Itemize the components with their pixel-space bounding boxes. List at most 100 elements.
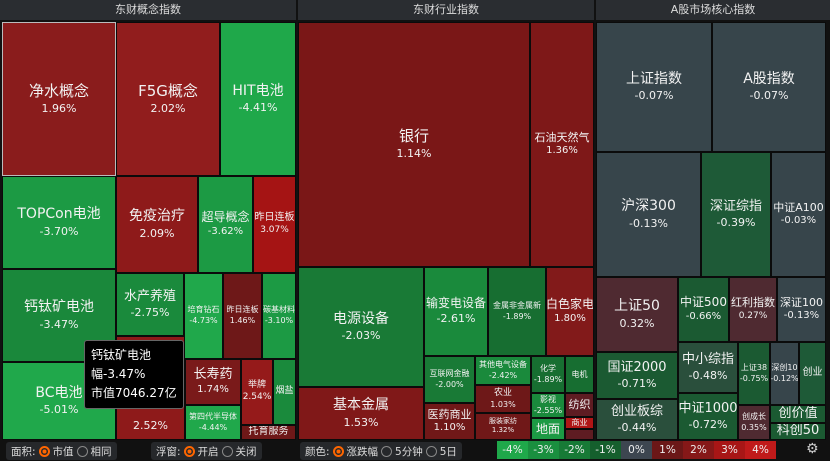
tile[interactable]: 中小综指 -0.48% bbox=[678, 342, 738, 393]
tile-change: -0.72% bbox=[688, 417, 728, 431]
tile-change: 1.10% bbox=[433, 422, 466, 434]
radio-color-5min[interactable] bbox=[381, 445, 393, 457]
tile[interactable]: 培育钻石 -4.73% bbox=[184, 273, 223, 359]
tile-change: 1.32% bbox=[491, 425, 515, 434]
tile[interactable]: 电机 bbox=[565, 356, 594, 393]
tile-name: 深创10 bbox=[771, 362, 798, 372]
tile-name: 创成长 bbox=[742, 411, 766, 421]
legend-swatch: -2% bbox=[559, 441, 590, 459]
tile[interactable]: 红利指数 0.27% bbox=[729, 277, 777, 342]
tile-name: 昨日连板 bbox=[254, 211, 295, 223]
tile[interactable]: 中证500 -0.66% bbox=[678, 277, 729, 342]
tile[interactable]: 基本金属 1.53% bbox=[298, 387, 424, 440]
tile[interactable]: 影视 -2.55% bbox=[531, 393, 565, 418]
tile[interactable]: 碳基材料 -3.10% bbox=[262, 273, 296, 359]
tile[interactable]: 医药商业 1.10% bbox=[424, 403, 475, 440]
tile[interactable]: 石油天然气 1.36% bbox=[530, 22, 594, 267]
tile-name: 商业 bbox=[571, 418, 588, 427]
color-5day-label[interactable]: 5日 bbox=[439, 445, 457, 458]
float-on-label[interactable]: 开启 bbox=[197, 445, 219, 458]
tile[interactable]: 中证1000 -0.72% bbox=[678, 393, 738, 440]
radio-float-on[interactable] bbox=[183, 445, 195, 457]
legend-swatch: 3% bbox=[714, 441, 745, 459]
tile[interactable]: 上证指数 -0.07% bbox=[596, 22, 712, 152]
tile[interactable]: 免疫治疗 2.09% bbox=[116, 176, 198, 273]
tile[interactable]: 超导概念 -3.62% bbox=[198, 176, 253, 273]
tile[interactable]: 化学 -1.89% bbox=[531, 356, 565, 393]
legend-swatch: 4% bbox=[745, 441, 776, 459]
tile[interactable]: 服装家纺 1.32% bbox=[475, 413, 531, 440]
tile[interactable]: 沪深300 -0.13% bbox=[596, 152, 701, 277]
tile[interactable]: 长寿药 1.74% bbox=[185, 359, 241, 405]
tile[interactable]: 国证2000 -0.71% bbox=[596, 352, 678, 399]
tile-change: -1.89% bbox=[502, 311, 532, 321]
tile[interactable]: A股指数 -0.07% bbox=[712, 22, 826, 152]
tile[interactable]: 科创50 bbox=[770, 423, 826, 440]
area-marketcap-label[interactable]: 市值 bbox=[52, 445, 74, 458]
tile-change: 0.32% bbox=[619, 316, 655, 330]
tile[interactable]: 上证38 -0.75% bbox=[738, 342, 770, 405]
tile-change: -2.75% bbox=[130, 305, 170, 319]
tile[interactable]: 创业 bbox=[799, 342, 826, 405]
tile[interactable]: 净水概念 1.96% bbox=[2, 22, 116, 176]
radio-color-5day[interactable] bbox=[425, 445, 437, 457]
radio-float-off[interactable] bbox=[221, 445, 233, 457]
tile[interactable]: 深证100 -0.13% bbox=[777, 277, 826, 342]
tile-change: -2.61% bbox=[436, 312, 476, 326]
tile[interactable]: 烟盐 bbox=[273, 359, 296, 425]
tile[interactable]: 中证A100 -0.03% bbox=[771, 152, 826, 277]
tile[interactable]: 创业板综 -0.44% bbox=[596, 399, 678, 440]
color-change-label[interactable]: 涨跌幅 bbox=[346, 445, 379, 458]
tile[interactable]: 昨日连板 1.46% bbox=[223, 273, 262, 359]
tile-name: 农业 bbox=[493, 387, 512, 398]
color-option-group: 颜色: 涨跌幅 5分钟 5日 bbox=[300, 442, 462, 460]
radio-area-marketcap[interactable] bbox=[38, 445, 50, 457]
float-off-label[interactable]: 关闭 bbox=[235, 445, 257, 458]
color-5min-label[interactable]: 5分钟 bbox=[395, 445, 423, 458]
tile[interactable]: 上证50 0.32% bbox=[596, 277, 678, 352]
tile-name: 纺织 bbox=[568, 398, 591, 412]
tile[interactable]: TOPCon电池 -3.70% bbox=[2, 176, 116, 269]
radio-area-equal[interactable] bbox=[76, 445, 88, 457]
tile-change: 0.27% bbox=[738, 311, 768, 322]
tile[interactable]: F5G概念 2.02% bbox=[116, 22, 220, 176]
tile[interactable]: 电源设备 -2.03% bbox=[298, 267, 424, 387]
tile-name: 烟盐 bbox=[275, 386, 294, 397]
radio-color-change[interactable] bbox=[332, 445, 344, 457]
tile-change: 1.80% bbox=[554, 313, 586, 324]
tile[interactable]: 其他电气设备 -2.42% bbox=[475, 356, 531, 385]
tile[interactable]: 创成长 0.35% bbox=[738, 405, 770, 440]
legend-swatch: 1% bbox=[652, 441, 683, 459]
tile[interactable]: 地面 bbox=[531, 418, 565, 440]
tile[interactable]: 商业 bbox=[565, 417, 594, 429]
color-legend: -4% -3% -2% -1% 0% 1% 2% 3% 4% bbox=[497, 441, 776, 459]
tile[interactable]: 创价值 bbox=[770, 405, 826, 423]
tile-change: -3.70% bbox=[39, 224, 79, 238]
tile-name: 银行 bbox=[398, 127, 429, 146]
tile-name: 基本金属 bbox=[333, 397, 389, 414]
tile[interactable]: 金属非金属新 -1.89% bbox=[488, 267, 546, 356]
tile[interactable]: 深创10 -0.12% bbox=[770, 342, 799, 405]
tile-name: 石油天然气 bbox=[534, 130, 590, 144]
tile[interactable]: 互联网金融 -2.00% bbox=[424, 356, 475, 403]
tile-change: -2.42% bbox=[488, 370, 518, 380]
tile[interactable]: 纺织 bbox=[565, 393, 594, 417]
tile[interactable]: 水产养殖 -2.75% bbox=[116, 273, 184, 336]
tile[interactable]: 第四代半导体 -4.44% bbox=[185, 405, 241, 440]
tile-change: -0.75% bbox=[739, 373, 769, 383]
gear-icon[interactable]: ⚙ bbox=[806, 441, 819, 457]
tile-name: BC电池 bbox=[35, 384, 83, 401]
tile[interactable] bbox=[565, 429, 594, 440]
tile[interactable]: 举牌 2.54% bbox=[241, 359, 273, 425]
tile[interactable]: 托育服务 bbox=[241, 425, 296, 440]
tile-change: 1.36% bbox=[546, 145, 578, 157]
tile[interactable]: 白色家电 1.80% bbox=[546, 267, 594, 356]
tile[interactable]: 输变电设备 -2.61% bbox=[424, 267, 488, 356]
tile[interactable]: 银行 1.14% bbox=[298, 22, 530, 267]
tile[interactable]: HIT电池 -4.41% bbox=[220, 22, 296, 176]
legend-swatch: -1% bbox=[590, 441, 621, 459]
tile[interactable]: 昨日连板 3.07% bbox=[253, 176, 296, 273]
area-equal-label[interactable]: 相同 bbox=[90, 445, 112, 458]
tile[interactable]: 深证综指 -0.39% bbox=[701, 152, 771, 277]
tile[interactable]: 农业 1.03% bbox=[475, 385, 531, 413]
